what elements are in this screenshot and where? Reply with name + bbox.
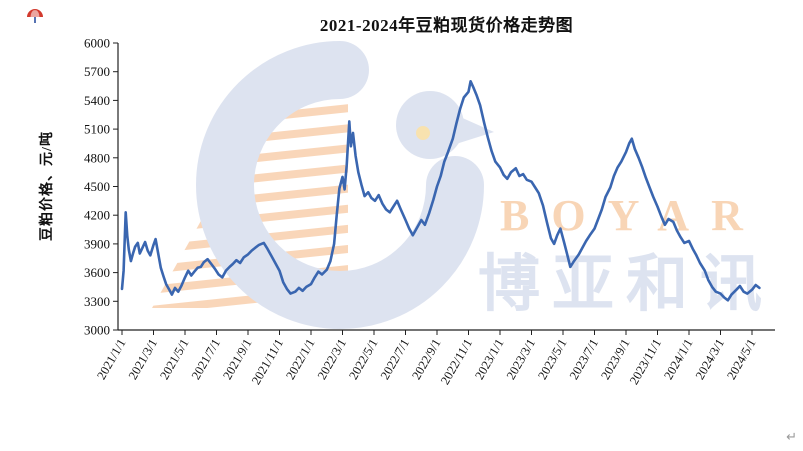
x-tick-label: 2024/3/1	[693, 337, 727, 382]
y-tick-label: 4500	[84, 179, 110, 194]
x-tick-label: 2023/11/1	[627, 337, 664, 388]
y-tick-label: 3900	[84, 236, 110, 251]
x-axis-ticks: 2021/1/12021/3/12021/5/12021/7/12021/9/1…	[94, 330, 759, 388]
x-tick-label: 2022/3/1	[315, 337, 349, 382]
price-line-series	[120, 80, 761, 302]
watermark-bird-head	[396, 91, 464, 159]
x-tick-label: 2023/3/1	[504, 337, 538, 382]
x-tick-label: 2021/9/1	[220, 337, 254, 382]
watermark-bird-beak	[456, 116, 494, 144]
x-tick-label: 2023/1/1	[472, 337, 506, 382]
x-tick-label: 2021/5/1	[157, 337, 191, 382]
y-tick-label: 3300	[84, 294, 110, 309]
x-tick-label: 2022/5/1	[346, 337, 380, 382]
watermark-brand-cn: 博亚和讯	[478, 251, 774, 319]
x-tick-label: 2022/1/1	[283, 337, 317, 382]
x-tick-label: 2024/5/1	[724, 337, 758, 382]
y-tick-label: 5400	[84, 93, 110, 108]
watermark-bird-body	[196, 41, 484, 329]
x-tick-label: 2023/9/1	[598, 337, 632, 382]
y-tick-label: 5100	[84, 122, 110, 137]
x-tick-label: 2022/7/1	[378, 337, 412, 382]
y-tick-label: 4200	[84, 208, 110, 223]
y-tick-label: 5700	[84, 64, 110, 79]
app-logo-icon	[26, 7, 44, 25]
x-tick-label: 2021/3/1	[126, 337, 160, 382]
y-tick-label: 4800	[84, 150, 110, 165]
x-tick-label: 2021/1/1	[94, 337, 128, 382]
x-tick-label: 2021/7/1	[189, 337, 223, 382]
chart-title: 2021-2024年豆粕现货价格走势图	[319, 16, 574, 35]
y-tick-label: 3600	[84, 265, 110, 280]
y-axis-ticks: 3000 3300 3600 3900 4200 4500 4800 5100 5400 5700…	[84, 36, 118, 338]
watermark-bird-eye	[416, 126, 430, 140]
umbrella-icon	[27, 9, 43, 23]
x-tick-label: 2022/9/1	[409, 337, 443, 382]
watermark-stripes	[152, 48, 348, 308]
x-tick-label: 2023/5/1	[535, 337, 569, 382]
y-tick-label: 6000	[84, 36, 110, 51]
watermark: BOYAR 博亚和讯	[152, 41, 774, 329]
return-glyph: ↵	[786, 430, 797, 445]
x-tick-label: 2022/11/1	[438, 337, 475, 388]
x-tick-label: 2024/1/1	[661, 337, 695, 382]
x-tick-label: 2023/7/1	[567, 337, 601, 382]
x-tick-label: 2021/11/1	[249, 337, 286, 388]
y-tick-label: 3000	[84, 323, 110, 338]
